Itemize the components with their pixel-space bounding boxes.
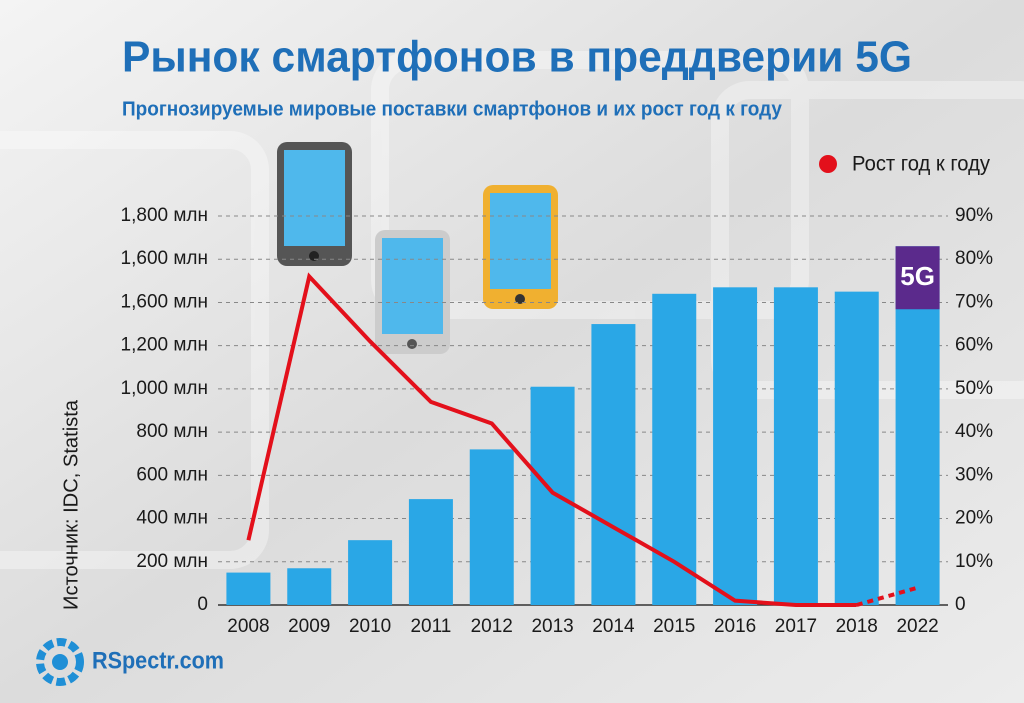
x-tick-label: 2012 [471, 616, 513, 637]
y-tick-label: 800 млн [136, 421, 208, 442]
bar [348, 540, 393, 605]
y2-tick-label: 10% [955, 551, 993, 572]
y2-tick-label: 70% [955, 291, 993, 312]
y-tick-label: 400 млн [136, 508, 208, 529]
bar [408, 499, 453, 605]
x-tick-label: 2018 [836, 616, 878, 637]
y-tick-label: 0 [197, 594, 208, 615]
y2-tick-label: 0 [955, 594, 966, 615]
annotation-label: 5G [900, 261, 935, 291]
bar [226, 572, 271, 605]
y2-tick-label: 40% [955, 421, 993, 442]
y-tick-label: 1,200 млн [121, 335, 208, 356]
annotation-box [895, 246, 940, 310]
y-tick-label: 200 млн [136, 551, 208, 572]
phone-icon [277, 142, 558, 354]
x-tick-label: 2009 [288, 616, 330, 637]
logo-text: RSpectr.com [92, 647, 224, 674]
x-tick-label: 2010 [349, 616, 391, 637]
x-tick-label: 2016 [714, 616, 756, 637]
source-note: Источник: IDC, Statista [60, 399, 82, 610]
x-tick-label: 2011 [410, 616, 451, 637]
y2-tick-label: 80% [955, 248, 993, 269]
growth-line [246, 272, 857, 607]
bar [530, 386, 575, 605]
x-tick-label: 2013 [531, 616, 573, 637]
bar [469, 449, 514, 605]
x-tick-label: 2014 [592, 616, 635, 637]
bar [591, 324, 636, 605]
x-tick-label: 2022 [896, 616, 938, 637]
y2-tick-label: 20% [955, 508, 993, 529]
background-phones [0, 51, 1024, 569]
y-tick-label: 1,600 млн [121, 248, 208, 269]
bar [773, 287, 818, 605]
bar [834, 291, 879, 605]
y-tick-label: 600 млн [136, 464, 208, 485]
y2-tick-label: 30% [955, 464, 993, 485]
chart-title: Рынок смартфонов в преддверии 5G [122, 33, 912, 82]
y2-tick-label: 90% [955, 205, 993, 226]
y2-tick-label: 50% [955, 378, 993, 399]
x-tick-label: 2008 [227, 616, 269, 637]
logo-icon [36, 638, 84, 686]
x-tick-label: 2015 [653, 616, 695, 637]
bar [713, 287, 758, 605]
legend-label: Рост год к году [852, 153, 990, 176]
bar [652, 293, 697, 605]
y-tick-label: 1,600 млн [121, 291, 208, 312]
y2-tick-label: 60% [955, 335, 993, 356]
bar [287, 568, 332, 605]
y-tick-label: 1,800 млн [121, 205, 208, 226]
y-tick-label: 1,000 млн [121, 378, 208, 399]
legend-marker [819, 155, 837, 173]
chart-subtitle: Прогнозируемые мировые поставки смартфон… [122, 98, 783, 120]
x-tick-label: 2017 [775, 616, 817, 637]
